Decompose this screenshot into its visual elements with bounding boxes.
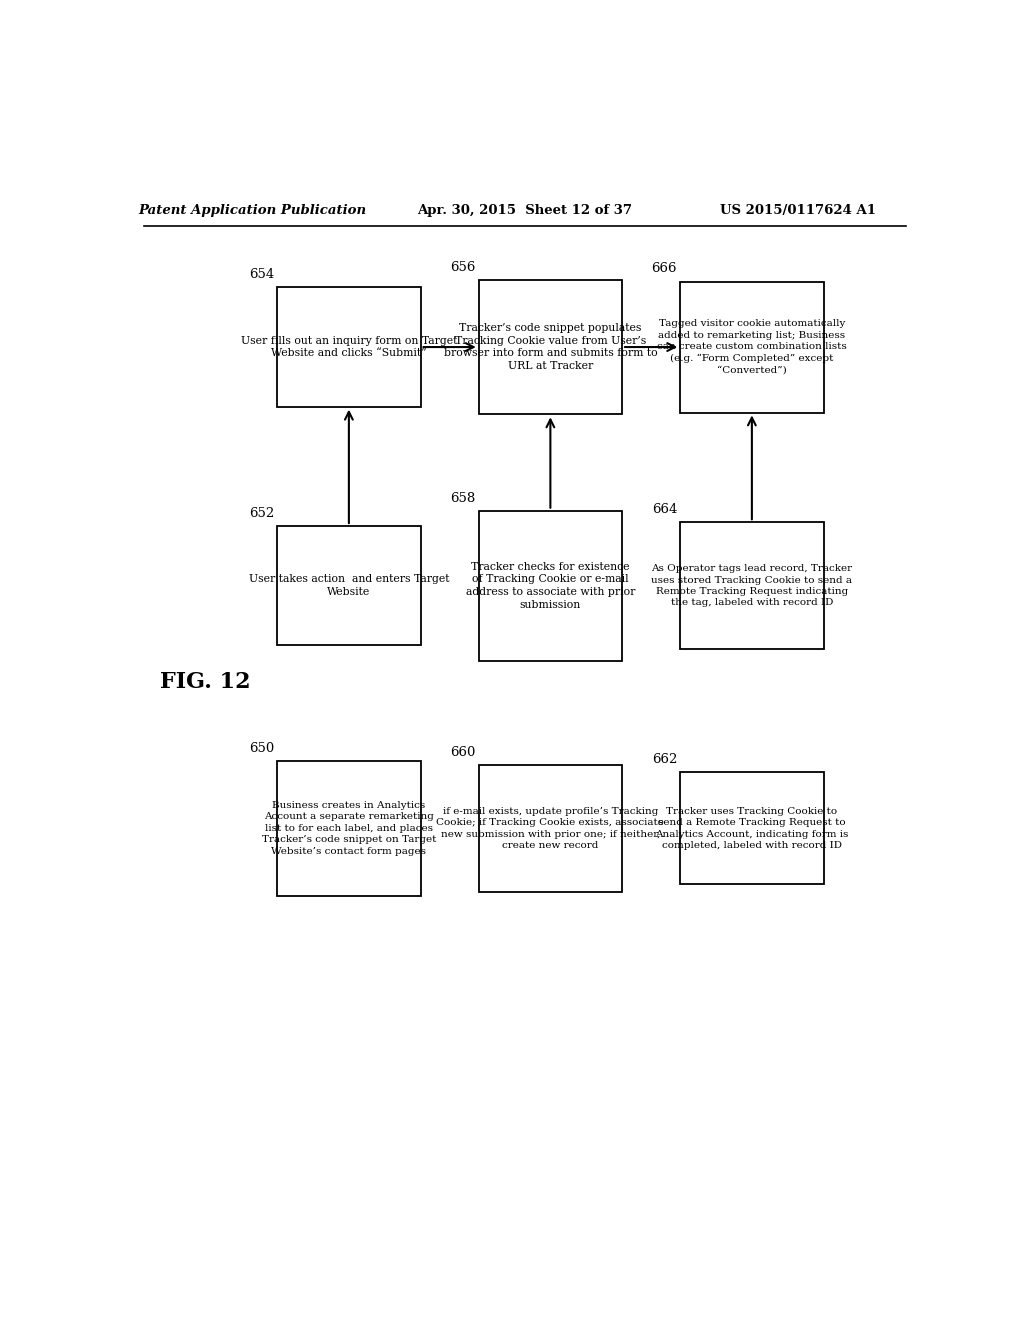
Text: 652: 652 (249, 507, 274, 520)
Text: As Operator tags lead record, Tracker
uses stored Tracking Cookie to send a
Remo: As Operator tags lead record, Tracker us… (651, 564, 852, 607)
Text: 660: 660 (451, 746, 475, 759)
Text: 654: 654 (249, 268, 274, 281)
Text: User fills out an inquiry form on Target
Website and clicks “Submit”: User fills out an inquiry form on Target… (241, 335, 457, 359)
Text: User takes action  and enters Target
Website: User takes action and enters Target Webs… (249, 574, 450, 597)
Text: 666: 666 (651, 263, 677, 276)
Text: FIG. 12: FIG. 12 (160, 671, 251, 693)
FancyBboxPatch shape (478, 764, 622, 892)
FancyBboxPatch shape (478, 280, 622, 414)
Text: 650: 650 (249, 742, 274, 755)
Text: 662: 662 (651, 754, 677, 767)
Text: if e-mail exists, update profile’s Tracking
Cookie; if Tracking Cookie exists, a: if e-mail exists, update profile’s Track… (436, 807, 665, 850)
FancyBboxPatch shape (278, 760, 421, 896)
Text: 658: 658 (451, 491, 475, 504)
Text: Tagged visitor cookie automatically
added to remarketing list; Business
can crea: Tagged visitor cookie automatically adde… (657, 319, 847, 375)
FancyBboxPatch shape (278, 288, 421, 407)
Text: Apr. 30, 2015  Sheet 12 of 37: Apr. 30, 2015 Sheet 12 of 37 (418, 205, 632, 218)
Text: 664: 664 (651, 503, 677, 516)
Text: 656: 656 (451, 260, 475, 273)
FancyBboxPatch shape (680, 772, 823, 884)
Text: Patent Application Publication: Patent Application Publication (138, 205, 366, 218)
Text: Tracker uses Tracking Cookie to
send a Remote Tracking Request to
Analytics Acco: Tracker uses Tracking Cookie to send a R… (655, 807, 849, 850)
Text: US 2015/0117624 A1: US 2015/0117624 A1 (720, 205, 876, 218)
FancyBboxPatch shape (478, 511, 622, 661)
FancyBboxPatch shape (680, 281, 823, 412)
Text: Business creates in Analytics
Account a separate remarketing
list to for each la: Business creates in Analytics Account a … (262, 801, 436, 855)
FancyBboxPatch shape (278, 527, 421, 645)
Text: Tracker’s code snippet populates
Tracking Cookie value from User’s
browser into : Tracker’s code snippet populates Trackin… (443, 323, 657, 371)
FancyBboxPatch shape (680, 523, 823, 649)
Text: Tracker checks for existence
of Tracking Cookie or e-mail
address to associate w: Tracker checks for existence of Tracking… (466, 561, 635, 610)
